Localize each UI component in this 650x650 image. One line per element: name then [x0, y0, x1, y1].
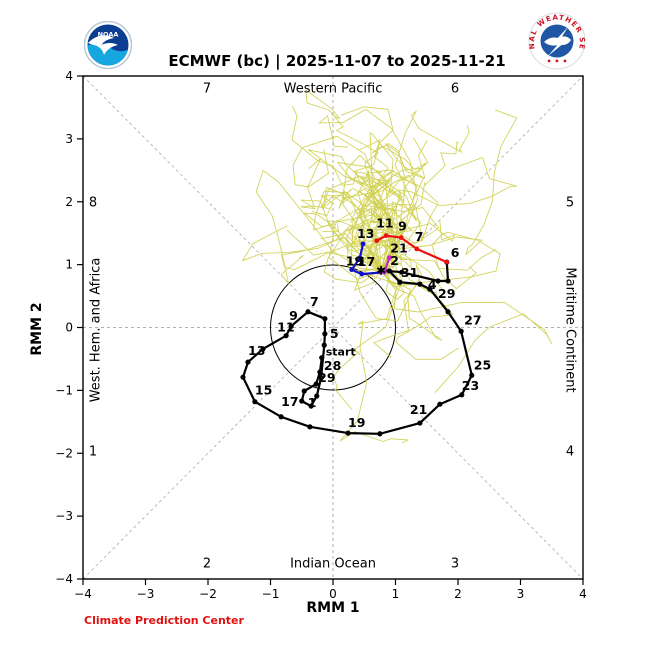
region-west-hem-africa: West. Hem. and Africa — [88, 257, 104, 403]
svg-text:7: 7 — [310, 294, 319, 309]
svg-text:1: 1 — [65, 258, 73, 272]
forecast-tail — [383, 257, 391, 273]
svg-text:7: 7 — [415, 229, 424, 244]
svg-text:21: 21 — [410, 402, 427, 417]
svg-text:4: 4 — [579, 587, 587, 601]
svg-text:9: 9 — [289, 308, 298, 323]
svg-text:6: 6 — [451, 245, 460, 260]
svg-text:13: 13 — [357, 226, 374, 241]
svg-text:−2: −2 — [55, 446, 73, 460]
svg-text:0: 0 — [329, 587, 337, 601]
svg-text:11: 11 — [376, 216, 393, 231]
grid-lines — [82, 75, 584, 580]
svg-text:25: 25 — [474, 357, 491, 372]
phase-1-label: 1 — [88, 444, 98, 460]
svg-text:19: 19 — [348, 415, 365, 430]
svg-text:19: 19 — [346, 254, 363, 269]
svg-text:−1: −1 — [262, 587, 280, 601]
svg-text:start: start — [326, 346, 356, 359]
phase-6-label: 6 — [450, 81, 460, 97]
svg-text:2: 2 — [454, 587, 462, 601]
svg-text:1: 1 — [392, 587, 400, 601]
noaa-logo-icon: NOAA — [84, 21, 132, 69]
region-western-pacific: Western Pacific — [283, 81, 383, 97]
svg-text:2: 2 — [390, 253, 399, 268]
svg-text:31: 31 — [401, 265, 418, 280]
svg-text:13: 13 — [248, 343, 265, 358]
svg-text:−3: −3 — [137, 587, 155, 601]
svg-text:4: 4 — [65, 69, 73, 83]
svg-text:−4: −4 — [74, 587, 92, 601]
trajectory-day-labels: start28291579111315171921232527294312679… — [248, 216, 491, 430]
page-title: ECMWF (bc) | 2025-11-07 to 2025-11-21 — [168, 52, 506, 70]
svg-text:3: 3 — [65, 132, 73, 146]
nws-logo-icon: NATIONAL WEATHER SERVICE • • • — [528, 12, 586, 70]
svg-text:29: 29 — [438, 286, 455, 301]
svg-text:0: 0 — [65, 321, 73, 335]
svg-text:−1: −1 — [55, 383, 73, 397]
svg-text:29: 29 — [318, 370, 335, 385]
svg-text:2: 2 — [65, 195, 73, 209]
svg-text:17: 17 — [281, 394, 298, 409]
ensemble-members — [241, 89, 553, 444]
svg-text:21: 21 — [390, 241, 407, 256]
y-axis-title: RMM 2 — [29, 302, 45, 356]
svg-text:11: 11 — [277, 320, 294, 335]
noaa-logo-text: NOAA — [98, 31, 119, 39]
phase-3-label: 3 — [450, 556, 460, 572]
svg-text:4: 4 — [428, 277, 437, 292]
x-axis-title: RMM 1 — [306, 600, 360, 616]
phase-8-label: 8 — [88, 195, 98, 211]
svg-text:17: 17 — [358, 254, 375, 269]
svg-text:15: 15 — [255, 383, 272, 398]
nws-ring-dots: • • • — [547, 57, 568, 66]
svg-text:−4: −4 — [55, 572, 73, 586]
svg-text:23: 23 — [462, 378, 479, 393]
unit-circle — [270, 264, 396, 391]
svg-text:3: 3 — [517, 587, 525, 601]
svg-text:27: 27 — [464, 312, 481, 327]
phase-4-label: 4 — [565, 444, 575, 460]
phase-2-label: 2 — [202, 556, 212, 572]
phase-5-label: 5 — [565, 195, 575, 211]
phase-7-label: 7 — [202, 81, 212, 97]
svg-text:1: 1 — [308, 395, 317, 410]
forecast-start-marker — [376, 265, 386, 275]
svg-text:−3: −3 — [55, 509, 73, 523]
svg-text:−2: −2 — [199, 587, 217, 601]
svg-text:5: 5 — [330, 326, 339, 341]
region-maritime-continent: Maritime Continent — [562, 267, 578, 393]
svg-text:9: 9 — [398, 219, 407, 234]
region-indian-ocean: Indian Ocean — [290, 556, 376, 572]
credit-text: Climate Prediction Center — [84, 614, 244, 627]
svg-text:28: 28 — [324, 358, 341, 373]
